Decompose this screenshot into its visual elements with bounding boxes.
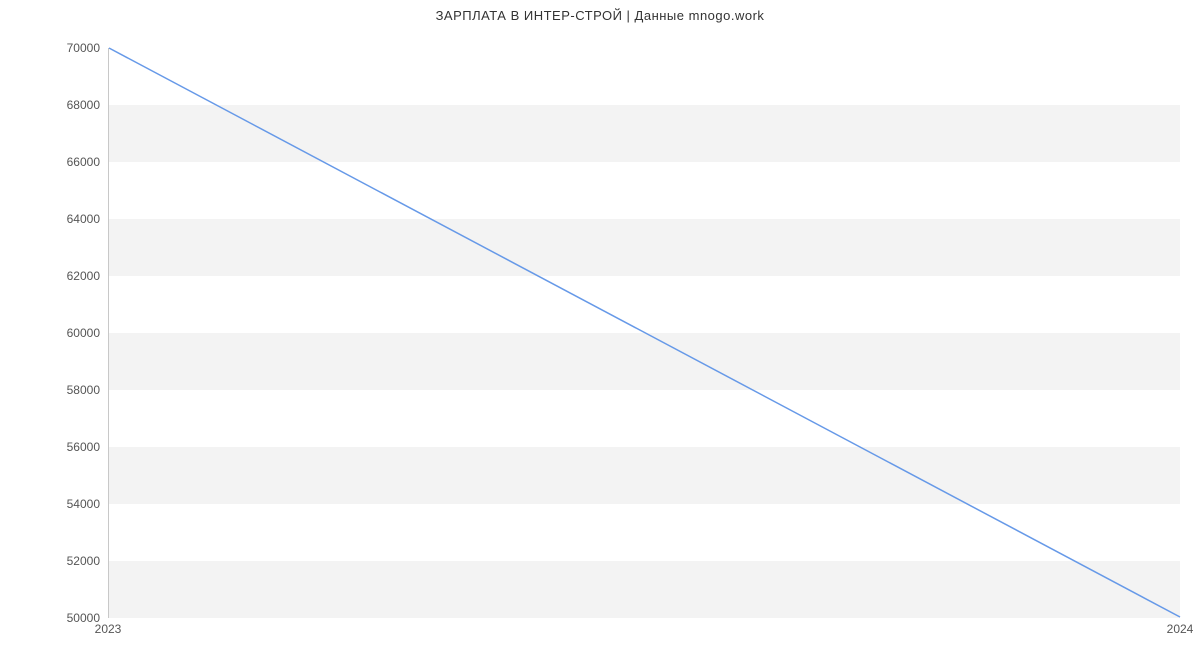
salary-chart: ЗАРПЛАТА В ИНТЕР-СТРОЙ | Данные mnogo.wo… (0, 0, 1200, 650)
y-tick-label: 64000 (40, 212, 100, 226)
y-tick-label: 54000 (40, 497, 100, 511)
y-tick-label: 70000 (40, 41, 100, 55)
chart-title: ЗАРПЛАТА В ИНТЕР-СТРОЙ | Данные mnogo.wo… (0, 8, 1200, 23)
y-tick-label: 56000 (40, 440, 100, 454)
y-tick-label: 52000 (40, 554, 100, 568)
series-salary (109, 48, 1180, 617)
x-tick-label: 2024 (1167, 622, 1194, 636)
y-tick-label: 68000 (40, 98, 100, 112)
y-tick-label: 62000 (40, 269, 100, 283)
y-tick-label: 60000 (40, 326, 100, 340)
y-tick-label: 50000 (40, 611, 100, 625)
y-tick-label: 58000 (40, 383, 100, 397)
line-layer (109, 48, 1180, 617)
plot-area (108, 48, 1180, 618)
y-tick-label: 66000 (40, 155, 100, 169)
x-tick-label: 2023 (95, 622, 122, 636)
